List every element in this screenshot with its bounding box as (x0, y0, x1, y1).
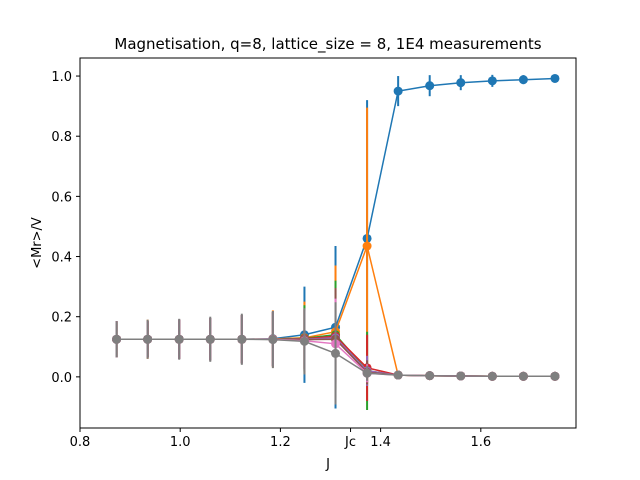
plot-frame (79, 57, 577, 429)
x-tick-label: 1.2 (270, 435, 291, 450)
x-tick-label: 1.6 (470, 435, 491, 450)
data-point (518, 75, 528, 85)
data-point (550, 371, 560, 381)
data-point (362, 368, 372, 378)
data-point (268, 335, 278, 345)
series-8 (112, 302, 560, 405)
data-point (331, 348, 341, 358)
data-point (487, 76, 497, 86)
data-point (299, 336, 309, 346)
plot-layer (112, 73, 560, 410)
data-point (237, 334, 247, 344)
data-point (362, 241, 372, 251)
y-tick-label: 0.2 (51, 311, 72, 326)
y-tick-label: 1.0 (51, 70, 72, 85)
data-point (425, 81, 435, 91)
data-point (456, 78, 466, 88)
y-tick-label: 0.0 (51, 371, 72, 386)
y-tick-label: 0.4 (51, 251, 72, 266)
y-tick-label: 0.8 (51, 130, 72, 145)
y-axis-title: <Mr>/V (30, 217, 45, 269)
x-tick-label: 0.8 (70, 435, 91, 450)
data-point (425, 371, 435, 381)
data-point (112, 334, 122, 344)
data-point (550, 73, 560, 83)
data-point (393, 86, 403, 96)
data-point (143, 334, 153, 344)
data-point (518, 371, 528, 381)
data-point (174, 334, 184, 344)
x-axis-title: J (325, 457, 330, 472)
y-tick-label: 0.6 (51, 190, 72, 205)
x-tick-label: Jc (344, 435, 356, 450)
data-point (487, 371, 497, 381)
data-point (393, 370, 403, 380)
x-tick-label: 1.0 (170, 435, 191, 450)
chart-title: Magnetisation, q=8, lattice_size = 8, 1E… (114, 35, 541, 54)
x-tick-label: 1.4 (370, 435, 391, 450)
axis-layer: 0.8 1.0 1.2 Jc 1.4 1.6 0.0 0.2 0.4 0.6 0.8 1.0 (51, 70, 491, 450)
data-point (456, 371, 466, 381)
data-point (205, 334, 215, 344)
